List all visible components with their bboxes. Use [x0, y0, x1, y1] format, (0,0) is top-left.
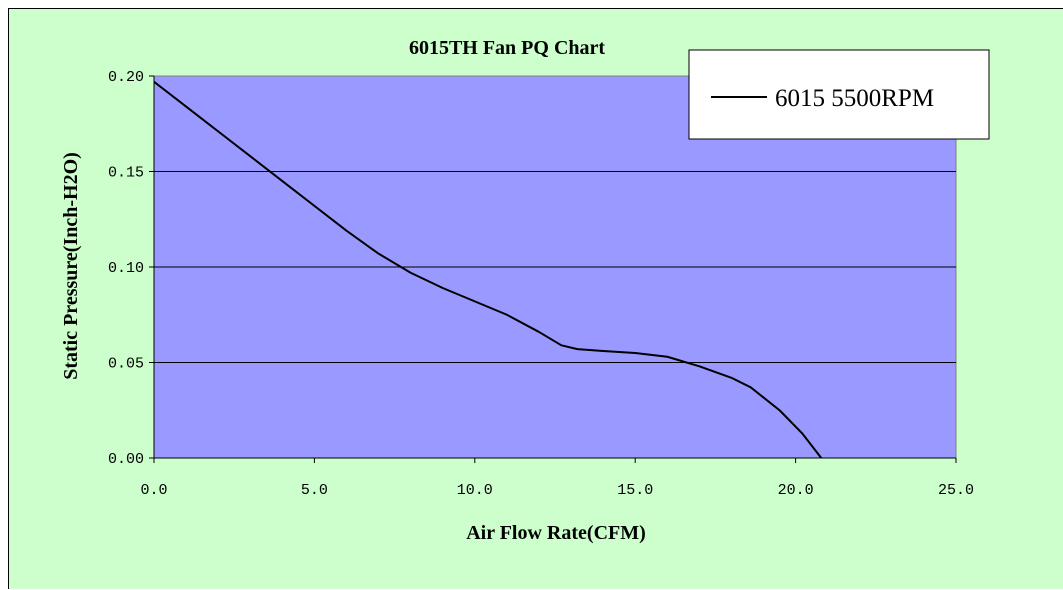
x-axis-label: Air Flow Rate(CFM): [466, 522, 646, 544]
y-tick-label: 0.15: [108, 165, 144, 182]
legend-box: [688, 49, 990, 140]
y-axis-label: Static Pressure(Inch-H2O): [60, 152, 82, 380]
y-tick-label: 0.00: [108, 451, 144, 468]
series-line: [153, 80, 823, 459]
grid-layer: [149, 75, 957, 463]
x-tick-label: 0.0: [140, 482, 167, 499]
x-tick-label: 5.0: [301, 482, 328, 499]
y-tick-label: 0.05: [108, 356, 144, 373]
x-tick-label: 25.0: [938, 482, 974, 499]
chart-title: 6015TH Fan PQ Chart: [409, 37, 605, 59]
chart-area: 0.00 0.05 0.10 0.15 0.20 0.0 5.0 10.0 15.0 20.0 2…: [8, 8, 1063, 589]
x-tick-labels: 0.0 5.0 10.0 15.0 20.0 25.0: [140, 482, 974, 499]
chart-svg: 0.00 0.05 0.10 0.15 0.20 0.0 5.0 10.0 15.0 20.0 2…: [60, 37, 990, 544]
x-tick-label: 20.0: [778, 482, 814, 499]
x-tick-label: 10.0: [457, 482, 493, 499]
y-tick-label: 0.10: [108, 260, 144, 277]
y-tick-labels: 0.00 0.05 0.10 0.15 0.20: [108, 69, 144, 468]
series-layer: [153, 80, 823, 459]
legend-label: 6015 5500RPM: [775, 85, 934, 112]
legend: 6015 5500RPM: [688, 49, 990, 140]
x-tick-label: 15.0: [617, 482, 653, 499]
y-tick-label: 0.20: [108, 69, 144, 86]
